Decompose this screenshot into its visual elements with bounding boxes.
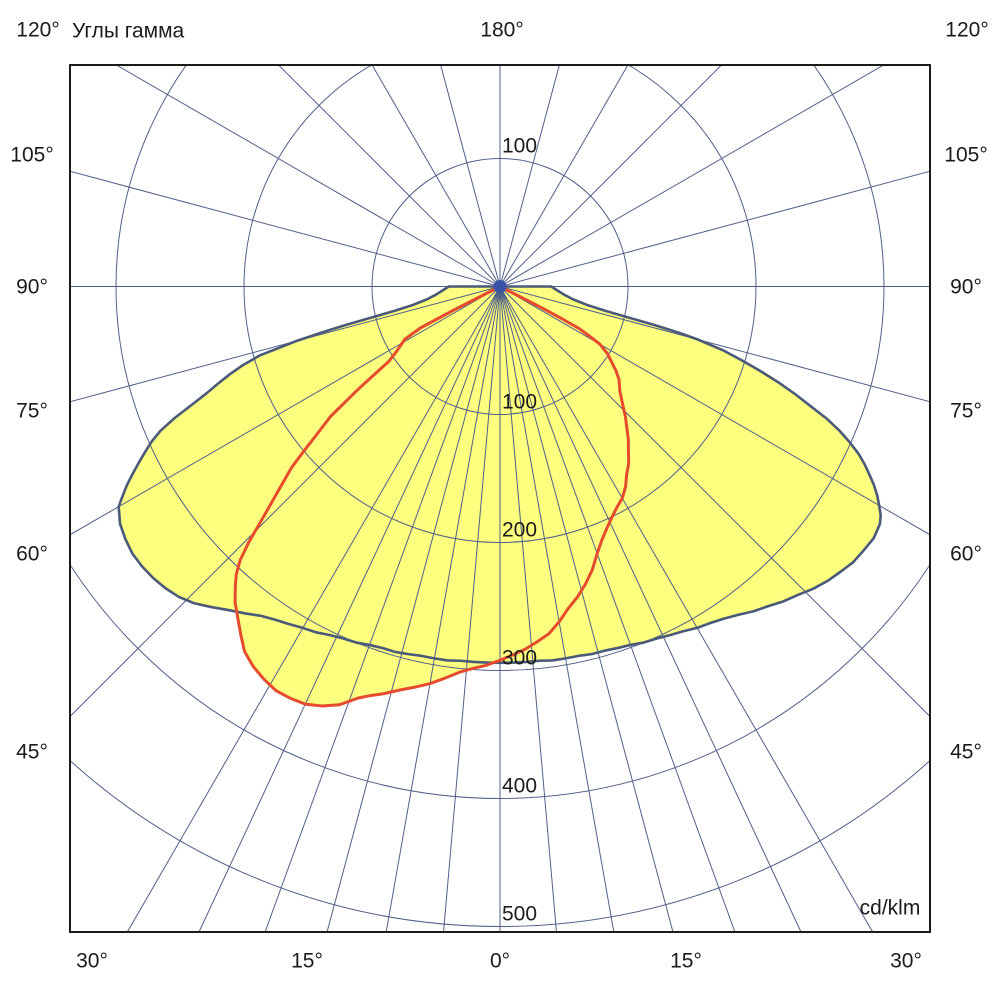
grid-spoke-25 [499, 286, 802, 932]
grid-spoke--10 [385, 286, 501, 932]
angle-label-bottom-0°: 0° [489, 949, 511, 973]
grid-spoke-5 [499, 286, 557, 932]
grid-circle-200 [243, 65, 757, 543]
angle-label-right-60°: 60° [950, 542, 982, 566]
grid-spoke--60 [70, 286, 501, 536]
grid-spoke-60 [499, 286, 930, 536]
grid-spoke--45 [70, 286, 501, 718]
curve-stroke-1 [233, 285, 631, 708]
angle-label-left-45°: 45° [16, 740, 48, 764]
angle-label-top-left-120: 120° [16, 18, 60, 42]
grid-spoke-10 [499, 286, 615, 932]
grid-spoke--30 [126, 286, 501, 932]
grid-circle-300 [115, 65, 885, 671]
angle-label-left-60°: 60° [16, 542, 48, 566]
unit-label: cd/klm [859, 896, 921, 920]
grid-spoke--20 [264, 286, 501, 932]
grid-spoke--150 [371, 65, 501, 287]
grid-spoke-15 [499, 286, 674, 932]
curve-stroke-0 [117, 285, 883, 665]
grid-spoke--105 [70, 170, 501, 287]
grid-spoke--75 [70, 286, 501, 403]
ring-label-top-100: 100 [502, 135, 537, 158]
plot-border [69, 64, 931, 933]
grid-spoke--25 [198, 286, 501, 932]
ring-label-200: 200 [502, 519, 537, 542]
grid-spoke--15 [326, 286, 501, 932]
grid-spoke-135 [499, 65, 723, 287]
grid-spoke-45 [499, 286, 930, 718]
angle-label-bottom-15°: 15° [670, 949, 702, 973]
grid-spoke-165 [499, 65, 560, 287]
angle-label-right-90°: 90° [950, 275, 982, 299]
angle-label-bottom-30°: 30° [890, 949, 922, 973]
center-dot [493, 280, 507, 293]
ring-label-400: 400 [502, 775, 537, 798]
angle-label-top-center-180: 180° [480, 18, 524, 42]
grid-spoke-120 [499, 65, 885, 287]
grid-spoke-75 [499, 286, 930, 403]
grid-spoke--5 [443, 286, 501, 932]
curve-fill-1 [235, 286, 629, 706]
angle-label-left-105°: 105° [10, 143, 54, 167]
grid-spoke-150 [499, 65, 629, 287]
chart-title: Углы гамма [72, 19, 185, 43]
grid-circle-400 [70, 563, 930, 799]
ring-label-500: 500 [502, 903, 537, 926]
angle-label-bottom-30°: 30° [76, 949, 108, 973]
angle-label-bottom-15°: 15° [291, 949, 323, 973]
angle-label-left-75°: 75° [16, 399, 48, 423]
angle-label-right-45°: 45° [950, 740, 982, 764]
grid-spoke-105 [499, 170, 930, 287]
grid-circle-100 [371, 158, 629, 415]
angle-label-left-90°: 90° [16, 275, 48, 299]
grid-spoke--135 [277, 65, 501, 287]
grid-spoke-30 [499, 286, 874, 932]
grid-spoke-20 [499, 286, 736, 932]
grid-spoke--120 [115, 65, 501, 287]
angle-label-right-105°: 105° [944, 143, 988, 167]
grid-circle-500 [70, 759, 930, 927]
ring-label-300: 300 [502, 647, 537, 670]
angle-label-top-right-120: 120° [945, 18, 989, 42]
ring-label-100: 100 [502, 391, 537, 414]
angle-label-right-75°: 75° [950, 399, 982, 423]
grid-spoke--165 [440, 65, 501, 287]
